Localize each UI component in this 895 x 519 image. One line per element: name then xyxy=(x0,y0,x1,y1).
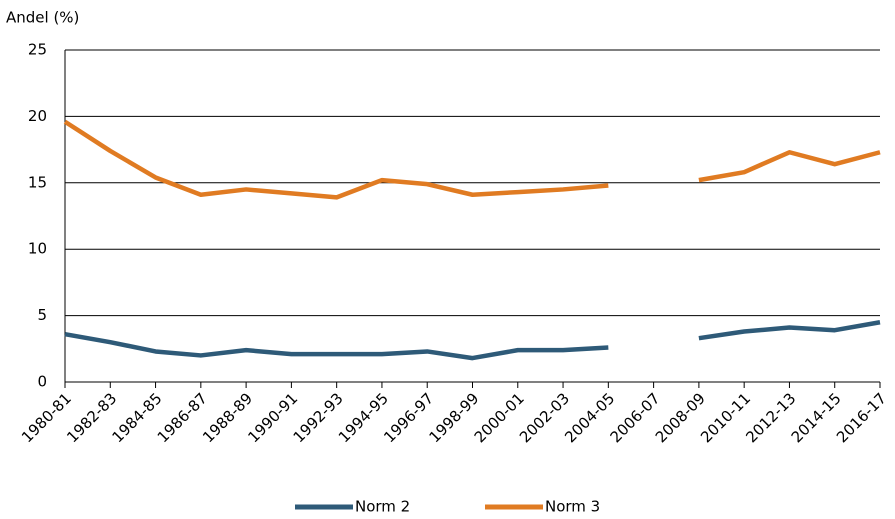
legend-label: Norm 2 xyxy=(355,498,410,516)
y-axis-label: Andel (%) xyxy=(6,9,79,27)
y-tick-label: 15 xyxy=(28,173,47,191)
y-tick-label: 0 xyxy=(37,373,47,391)
legend-label: Norm 3 xyxy=(545,498,600,516)
x-tick-label: 2016-17 xyxy=(833,389,890,446)
y-tick-label: 5 xyxy=(37,306,47,324)
series-line xyxy=(63,119,881,200)
series-line xyxy=(64,320,881,361)
y-tick-label: 20 xyxy=(28,107,47,125)
y-tick-label: 25 xyxy=(28,41,47,59)
y-tick-label: 10 xyxy=(28,240,47,258)
